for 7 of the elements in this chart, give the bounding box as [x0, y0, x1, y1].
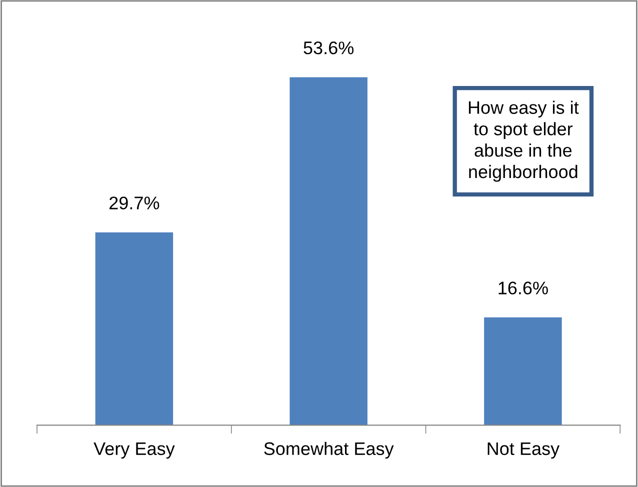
- data-label: 16.6%: [498, 282, 548, 294]
- data-label: 29.7%: [110, 196, 160, 210]
- x-tick-label: Somewhat Easy: [264, 442, 394, 459]
- data-label: 53.6%: [304, 41, 354, 54]
- x-tick-label: Very Easy: [94, 442, 175, 459]
- x-tick-label: Not Easy: [488, 442, 560, 459]
- text: How easy is it to spot elder abuse in the neighborhood: [468, 100, 579, 182]
